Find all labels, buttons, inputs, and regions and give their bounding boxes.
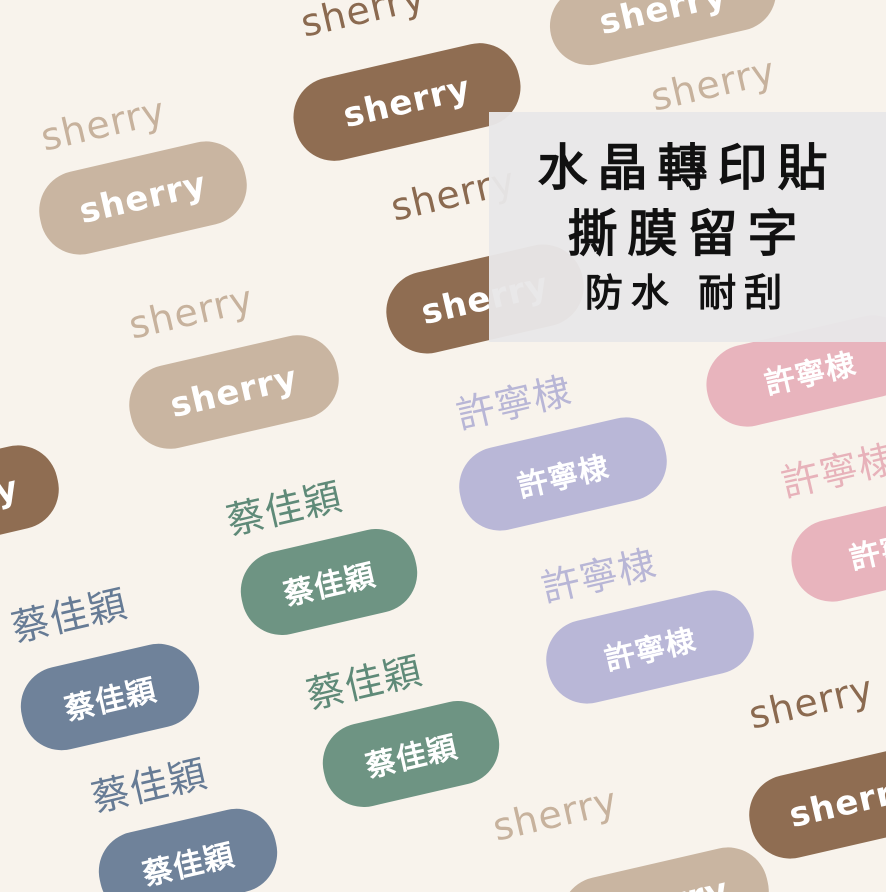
name-text: 許寧棣	[537, 541, 662, 611]
name-text: 蔡佳穎	[302, 648, 427, 718]
name-text: sherry	[488, 778, 622, 850]
caption-line-3: 防水 耐刮	[584, 271, 791, 315]
name-sticker: 蔡佳穎	[12, 635, 208, 759]
name-sticker: sherry	[121, 327, 347, 457]
name-text: 許寧棣	[777, 436, 886, 506]
product-caption-box: 水晶轉印貼 撕膜留字 防水 耐刮	[489, 112, 886, 342]
name-text: sherry	[124, 276, 258, 348]
name-text: 蔡佳穎	[7, 581, 132, 651]
name-text: sherry	[36, 88, 170, 160]
name-sticker: sherry	[741, 737, 886, 867]
caption-line-1: 水晶轉印貼	[537, 139, 838, 197]
name-sticker-partial: sherry	[553, 839, 777, 892]
name-sticker-partial: sherry	[0, 437, 67, 567]
name-text: sherry	[646, 48, 780, 120]
name-text: 蔡佳穎	[87, 751, 212, 821]
caption-line-2: 撕膜留字	[567, 205, 808, 263]
name-text: sherry	[296, 0, 430, 46]
name-text: 蔡佳穎	[222, 474, 347, 544]
name-text: 許寧棣	[452, 368, 577, 438]
name-sticker: 蔡佳穎	[232, 521, 426, 643]
name-text: sherry	[744, 666, 878, 738]
